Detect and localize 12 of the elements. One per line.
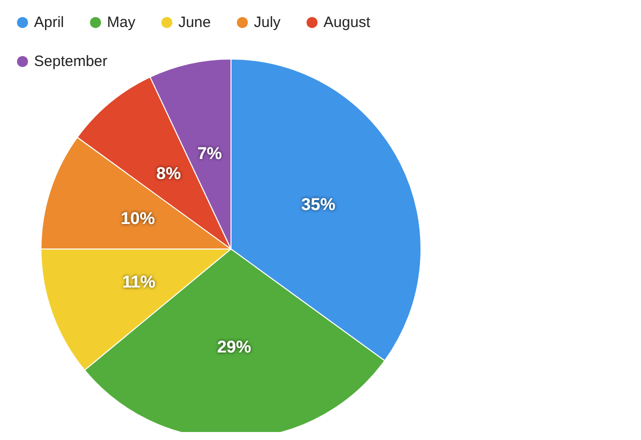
data-label: 7% (197, 144, 222, 163)
data-label: 11% (122, 272, 156, 292)
legend-label: June (178, 14, 211, 31)
legend-label: May (107, 14, 136, 31)
data-label: 8% (156, 164, 181, 183)
data-label: 35% (301, 195, 336, 214)
legend-label: August (324, 14, 372, 31)
legend-label: April (34, 14, 64, 31)
data-label: 10% (120, 209, 155, 228)
data-label: 29% (217, 337, 252, 356)
legend-label: July (254, 14, 282, 31)
legend-label: September (34, 53, 108, 70)
